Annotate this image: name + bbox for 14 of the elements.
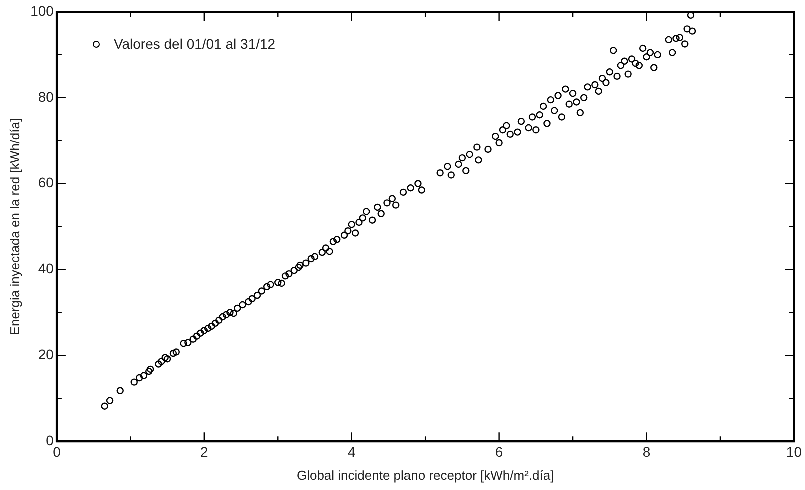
x-tick-label: 10 <box>786 444 802 460</box>
x-tick-label: 6 <box>495 444 504 460</box>
y-tick-label: 60 <box>38 174 54 191</box>
y-axis-title: Energia inyectada en la red [kWh/día] <box>7 118 22 336</box>
y-tick-label: 40 <box>38 260 54 277</box>
x-tick-label: 4 <box>348 444 356 460</box>
y-tick-label: 0 <box>46 432 54 448</box>
x-tick-label: 8 <box>642 444 651 460</box>
y-tick-label: 100 <box>30 2 54 19</box>
y-tick-label: 80 <box>38 88 54 105</box>
x-axis-title: Global incidente plano receptor [kWh/m².día] <box>296 468 554 483</box>
x-tick-label: 2 <box>200 444 209 460</box>
y-tick-label: 20 <box>38 346 54 363</box>
legend-label: Valores del 01/01 al 31/12 <box>114 36 276 52</box>
